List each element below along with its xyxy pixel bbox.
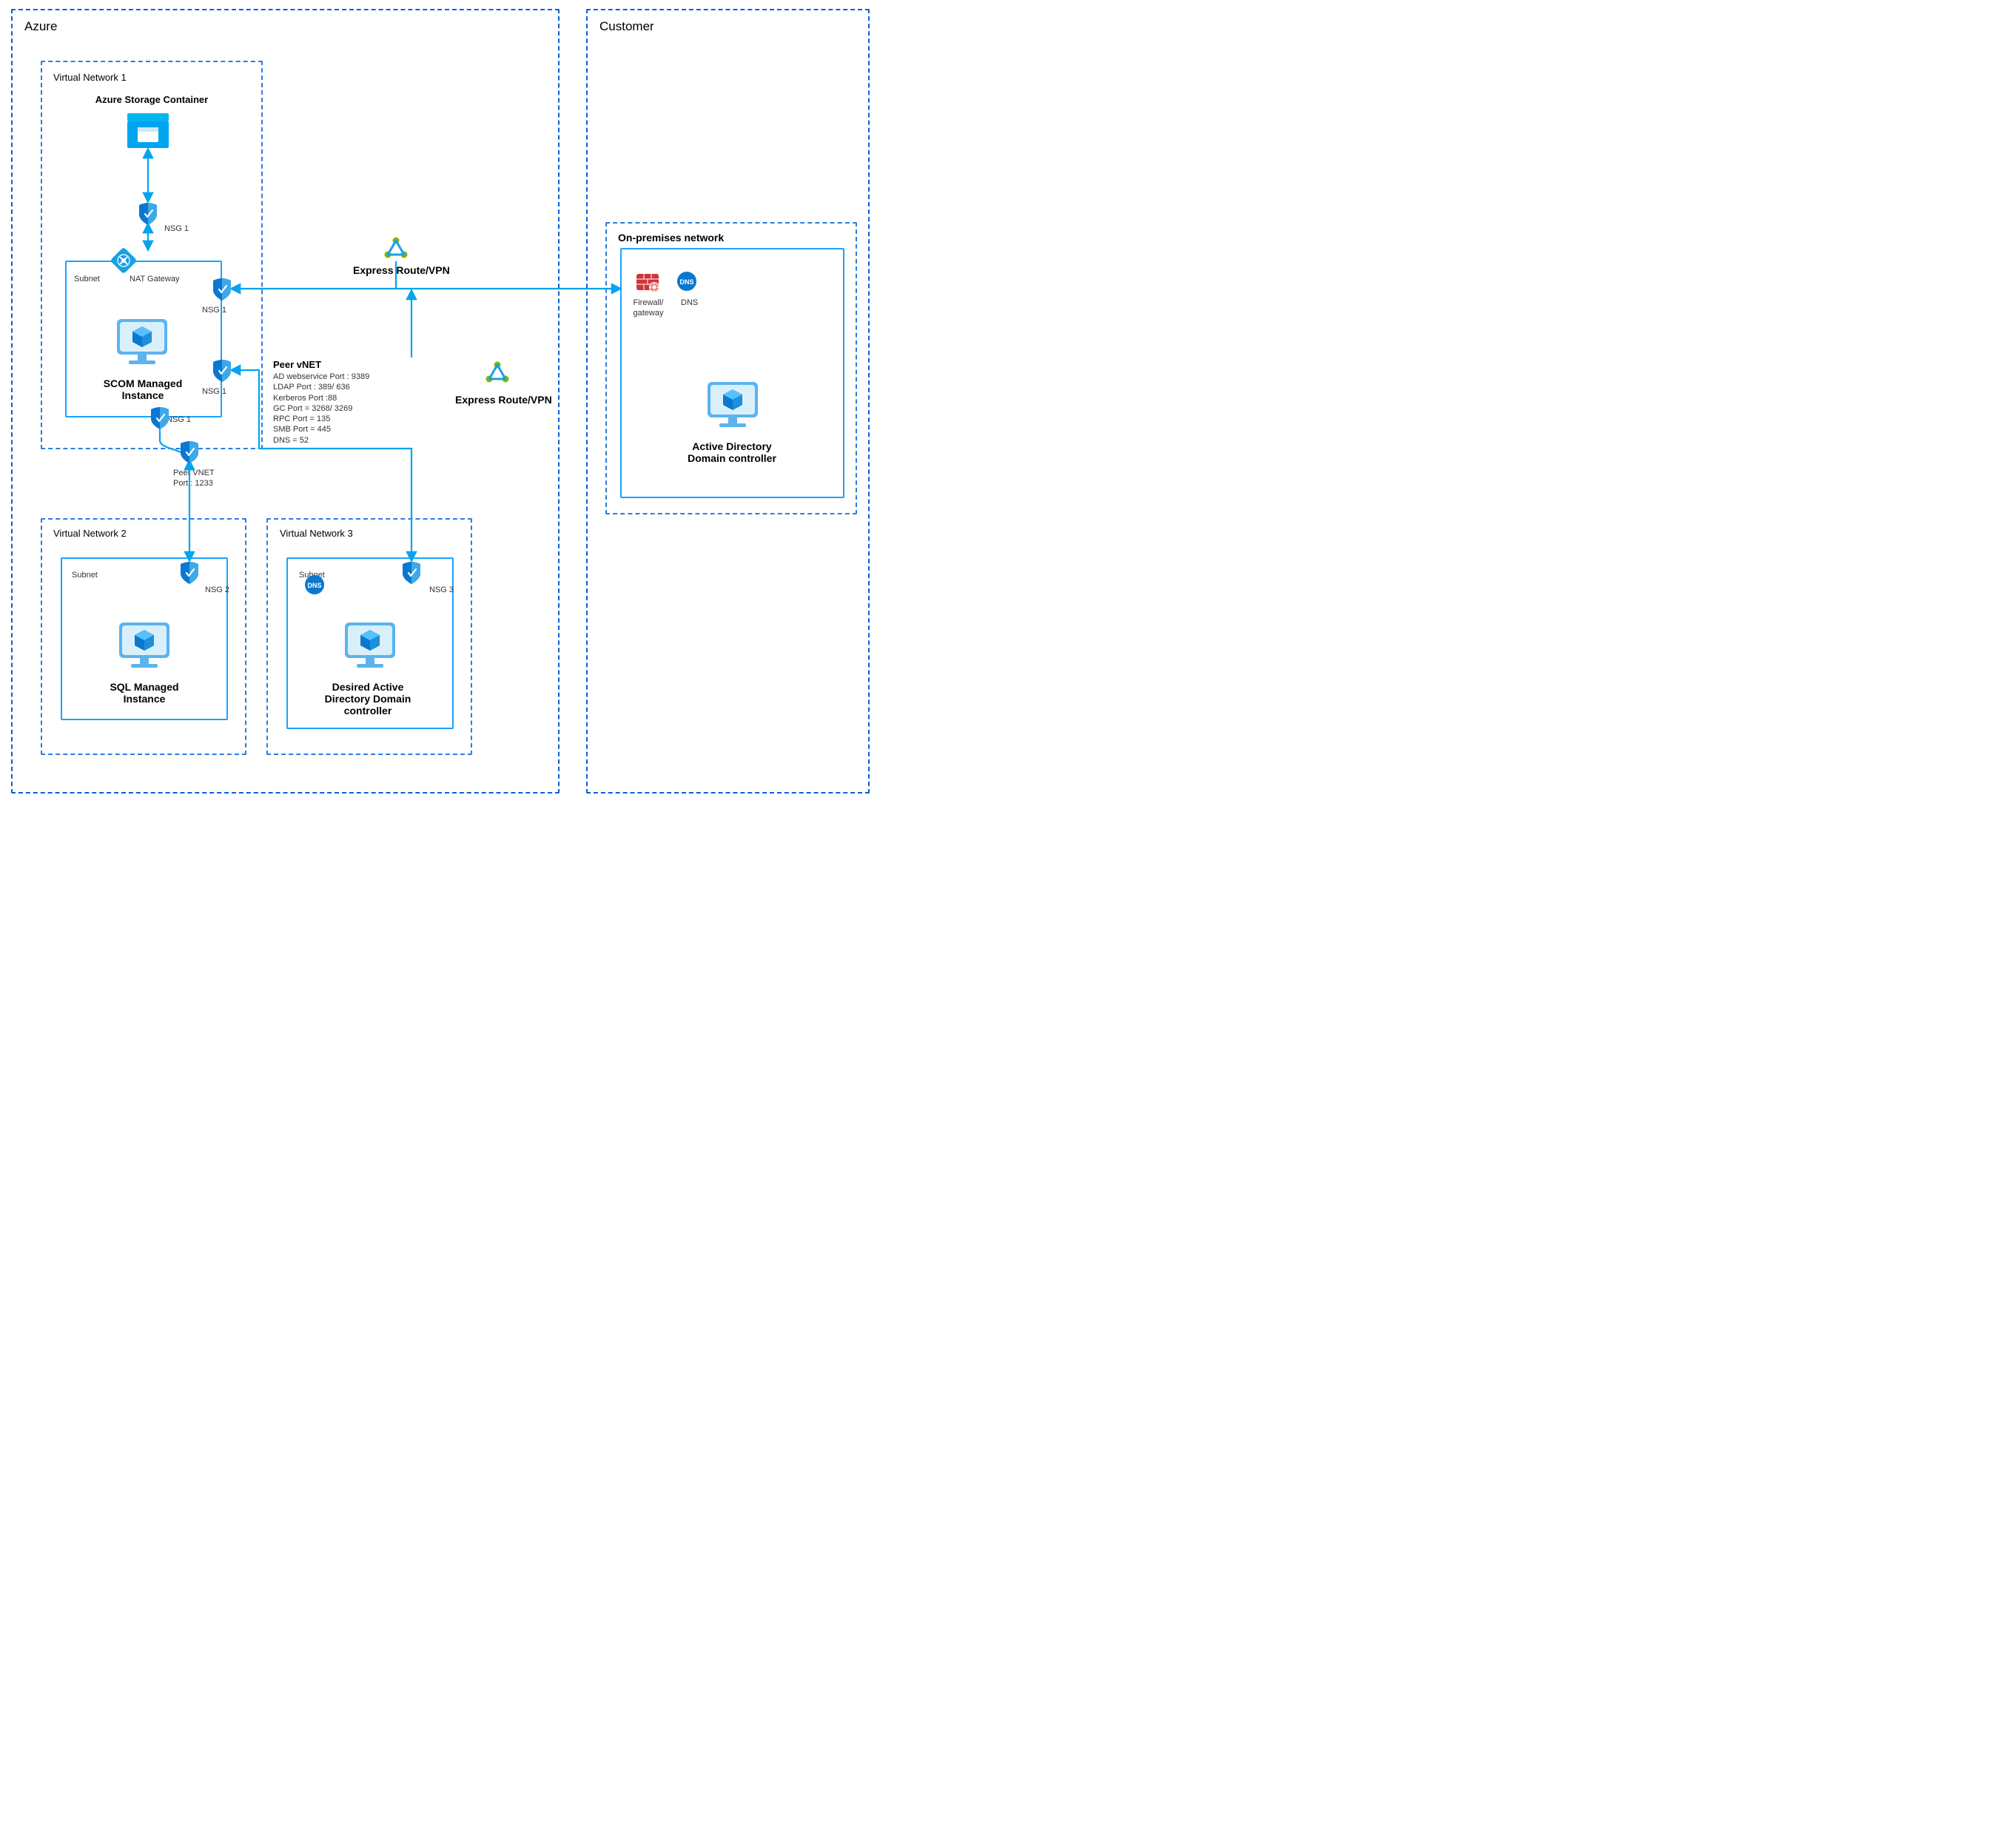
onprem-title: On-premises network — [618, 232, 724, 244]
subnet-label-2: Subnet — [72, 570, 98, 580]
p5: RPC Port = 135 — [273, 414, 369, 424]
storage-title: Azure Storage Container — [85, 94, 218, 105]
p6: SMB Port = 445 — [273, 424, 369, 434]
subnet-label-3: Subnet — [299, 570, 325, 580]
express-2: Express Route/VPN — [455, 394, 552, 406]
adon-l1: Active Directory — [692, 440, 771, 452]
vnet3-title: Virtual Network 3 — [280, 528, 353, 539]
dns-l: DNS — [681, 298, 698, 308]
adc-label-2: Directory Domain — [325, 693, 411, 705]
p2: LDAP Port : 389/ 636 — [273, 382, 369, 392]
nsg2-label: NSG 2 — [205, 585, 229, 595]
peer2a: Peer VNET — [173, 469, 215, 477]
peer-title: Peer vNET — [273, 359, 369, 370]
adc-label-1: Desired Active — [332, 681, 404, 693]
customer-title: Customer — [599, 19, 654, 34]
p7: DNS = 52 — [273, 435, 369, 446]
scom-label-1: SCOM Managed — [104, 378, 183, 389]
adon-l2: Domain controller — [688, 452, 776, 464]
subnet-label-1: Subnet — [74, 274, 100, 284]
nsg1-c: NSG 1 — [202, 386, 226, 397]
nat-label: NAT Gateway — [130, 274, 179, 284]
peer2b: Port : 1233 — [173, 479, 213, 488]
nsg1-b: NSG 1 — [202, 305, 226, 315]
p4: GC Port = 3268/ 3269 — [273, 403, 369, 414]
sql-label-1: SQL Managed — [110, 681, 178, 693]
firewall-l2: gateway — [634, 309, 664, 318]
firewall-l1: Firewall/ — [634, 298, 664, 307]
p3: Kerberos Port :88 — [273, 393, 369, 403]
vnet2-title: Virtual Network 2 — [53, 528, 127, 539]
adc-label-3: controller — [344, 705, 392, 717]
nsg3-label: NSG 3 — [429, 585, 454, 595]
nsg1-a: NSG 1 — [164, 224, 189, 234]
sql-label-2: Instance — [124, 693, 166, 705]
scom-label-2: Instance — [122, 389, 164, 401]
express-1: Express Route/VPN — [353, 264, 450, 276]
p1: AD webservice Port : 9389 — [273, 372, 369, 382]
vnet1-title: Virtual Network 1 — [53, 72, 127, 83]
nsg1-d: NSG 1 — [167, 415, 191, 425]
azure-title: Azure — [24, 19, 57, 34]
